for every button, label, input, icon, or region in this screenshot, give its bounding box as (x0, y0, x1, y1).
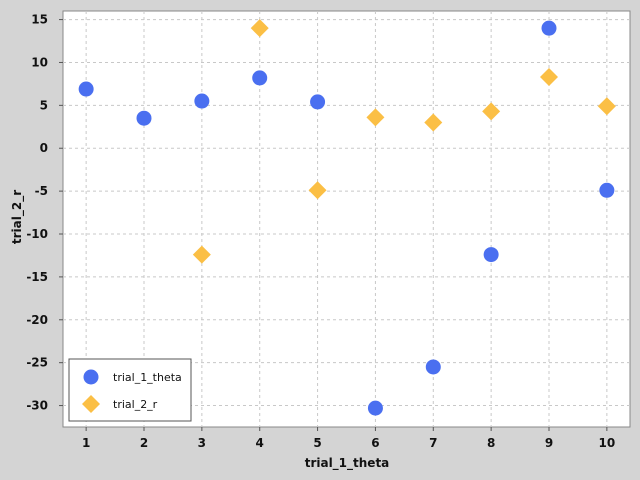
x-tick-label: 8 (487, 436, 495, 450)
y-tick-label: -15 (26, 270, 48, 284)
x-tick-label: 4 (256, 436, 264, 450)
data-point-circle (367, 400, 383, 416)
x-tick-label: 5 (313, 436, 321, 450)
y-tick-label: -30 (26, 399, 48, 413)
data-point-diamond (308, 181, 327, 200)
data-point-circle (78, 81, 94, 97)
x-tick-label: 1 (82, 436, 90, 450)
x-tick-label: 9 (545, 436, 553, 450)
y-tick-label: 10 (31, 55, 48, 69)
x-tick-label: 6 (371, 436, 379, 450)
y-tick-label: -25 (26, 356, 48, 370)
data-point-circle (483, 247, 499, 263)
data-point-circle (136, 110, 152, 126)
y-tick-label: -5 (35, 184, 48, 198)
data-point-circle (599, 182, 615, 198)
y-tick-label: 15 (31, 13, 48, 27)
x-tick-label: 10 (599, 436, 616, 450)
data-point-circle (425, 359, 441, 375)
legend-diamond-marker (82, 395, 100, 413)
y-tick-label: 0 (40, 141, 48, 155)
y-axis-label: trial_2_r (10, 190, 25, 244)
data-point-diamond (366, 108, 385, 127)
data-point-diamond (540, 68, 558, 87)
grid-lines (63, 11, 630, 427)
data-point-circle (310, 94, 326, 110)
x-tick-label: 2 (140, 436, 148, 450)
x-tick-label: 3 (198, 436, 206, 450)
legend-label: trial_1_theta (113, 371, 182, 384)
plot-area (62, 10, 631, 428)
data-point-diamond (482, 102, 501, 121)
x-axis-label: trial_1_theta (305, 456, 390, 471)
data-point-diamond (192, 245, 211, 264)
y-tick-label: -10 (26, 227, 48, 241)
data-point-diamond (250, 19, 269, 38)
legend-box (68, 358, 192, 422)
y-tick-label: -20 (26, 313, 48, 327)
data-point-circle (541, 20, 557, 36)
x-axis-ticks: 1 2 3 4 5 6 7 8 9 10 (82, 427, 615, 450)
legend-circle-marker (83, 369, 99, 385)
data-point-diamond (424, 113, 443, 132)
y-tick-label: 5 (40, 98, 48, 112)
data-point-diamond (597, 97, 616, 116)
legend-label: trial_2_r (113, 398, 158, 411)
data-point-circle (252, 70, 268, 86)
x-tick-label: 7 (429, 436, 437, 450)
y-axis-ticks: 15 10 5 0 -5 -10 -15 -20 -25 -30 (26, 13, 63, 413)
legend: trial_1_theta trial_2_r (68, 358, 192, 422)
data-points (78, 19, 616, 416)
data-point-circle (194, 93, 210, 109)
